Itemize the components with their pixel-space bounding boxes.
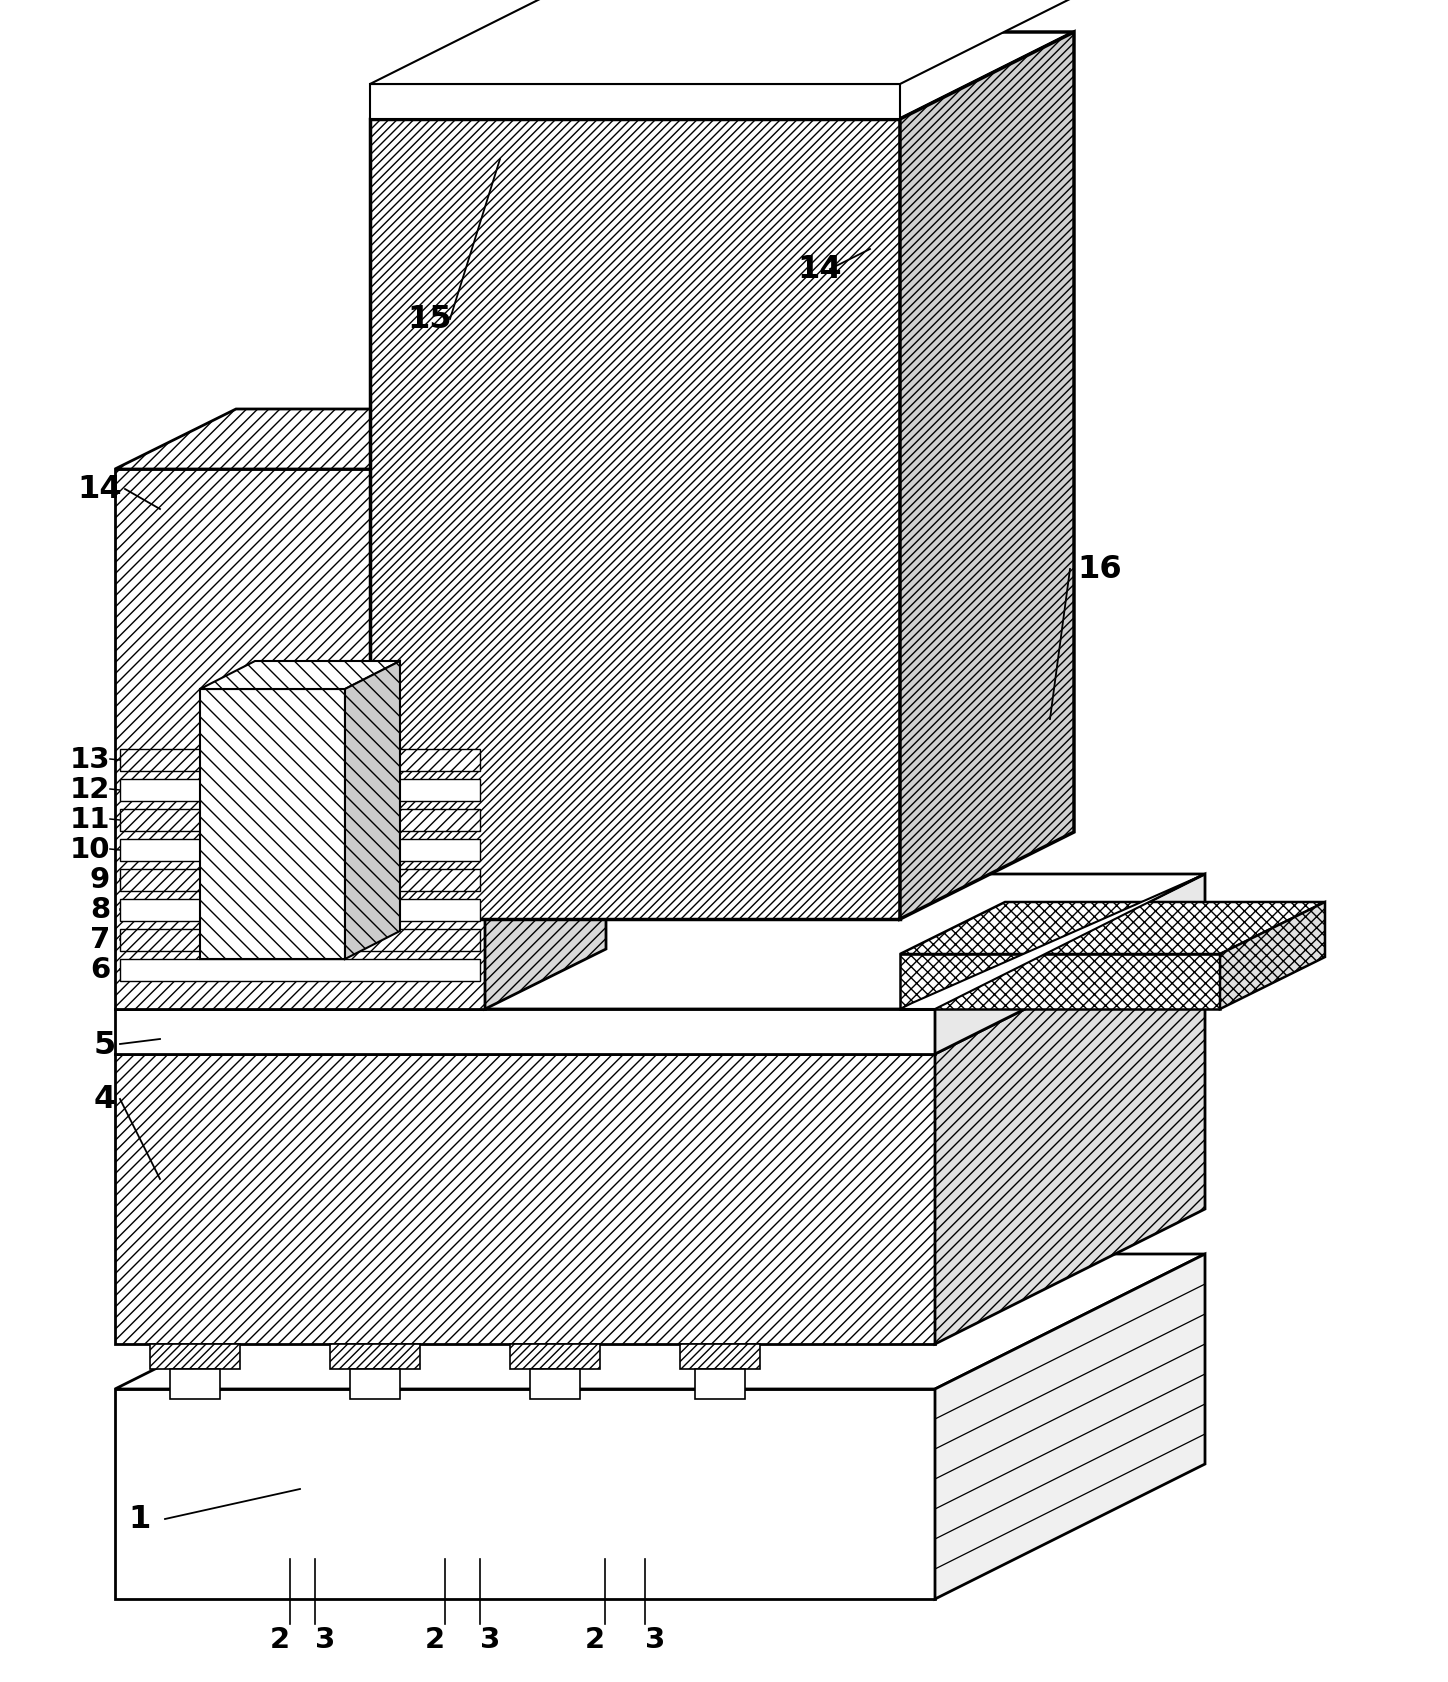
Polygon shape — [120, 930, 479, 952]
Polygon shape — [120, 900, 479, 922]
Text: 7: 7 — [90, 925, 110, 954]
Polygon shape — [120, 959, 479, 981]
Polygon shape — [371, 86, 901, 119]
Polygon shape — [114, 469, 485, 1009]
Polygon shape — [114, 1255, 1205, 1389]
Text: 2: 2 — [585, 1625, 605, 1653]
Polygon shape — [114, 1389, 935, 1600]
Polygon shape — [200, 661, 400, 690]
Polygon shape — [371, 34, 1074, 119]
Polygon shape — [371, 119, 901, 920]
Text: 14: 14 — [798, 254, 843, 286]
Polygon shape — [530, 1369, 581, 1399]
Text: 5: 5 — [94, 1029, 116, 1060]
Polygon shape — [901, 954, 1221, 1009]
Text: 2: 2 — [424, 1625, 445, 1653]
Polygon shape — [485, 410, 607, 1009]
Text: 4: 4 — [94, 1083, 116, 1115]
Polygon shape — [345, 661, 400, 959]
Text: 3: 3 — [314, 1625, 334, 1653]
Text: 14: 14 — [78, 474, 122, 505]
Text: 6: 6 — [90, 955, 110, 984]
Text: 8: 8 — [90, 895, 110, 923]
Polygon shape — [330, 1344, 420, 1369]
Polygon shape — [935, 875, 1205, 1055]
Polygon shape — [120, 809, 479, 831]
Polygon shape — [695, 1369, 746, 1399]
Polygon shape — [901, 34, 1074, 920]
Polygon shape — [350, 1369, 400, 1399]
Polygon shape — [935, 920, 1205, 1344]
Polygon shape — [114, 1009, 935, 1055]
Text: 15: 15 — [408, 304, 452, 335]
Polygon shape — [114, 920, 1205, 1055]
Polygon shape — [120, 779, 479, 802]
Polygon shape — [169, 1369, 220, 1399]
Text: 3: 3 — [644, 1625, 665, 1653]
Polygon shape — [901, 875, 1205, 1009]
Polygon shape — [510, 1344, 599, 1369]
Polygon shape — [120, 750, 479, 772]
Polygon shape — [114, 1055, 935, 1344]
Polygon shape — [901, 903, 1325, 954]
Text: 16: 16 — [1077, 553, 1122, 585]
Polygon shape — [1221, 903, 1325, 1009]
Text: 12: 12 — [70, 775, 110, 804]
Polygon shape — [114, 875, 1205, 1009]
Polygon shape — [935, 1255, 1205, 1600]
Text: 11: 11 — [70, 806, 110, 834]
Text: 3: 3 — [479, 1625, 500, 1653]
Text: 9: 9 — [90, 866, 110, 893]
Polygon shape — [371, 0, 1074, 86]
Text: 10: 10 — [70, 836, 110, 863]
Polygon shape — [681, 1344, 760, 1369]
Polygon shape — [200, 690, 345, 959]
Text: 2: 2 — [269, 1625, 290, 1653]
Text: 1: 1 — [129, 1504, 151, 1534]
Polygon shape — [120, 839, 479, 861]
Polygon shape — [120, 870, 479, 891]
Polygon shape — [151, 1344, 240, 1369]
Polygon shape — [114, 410, 607, 469]
Text: 13: 13 — [70, 745, 110, 774]
